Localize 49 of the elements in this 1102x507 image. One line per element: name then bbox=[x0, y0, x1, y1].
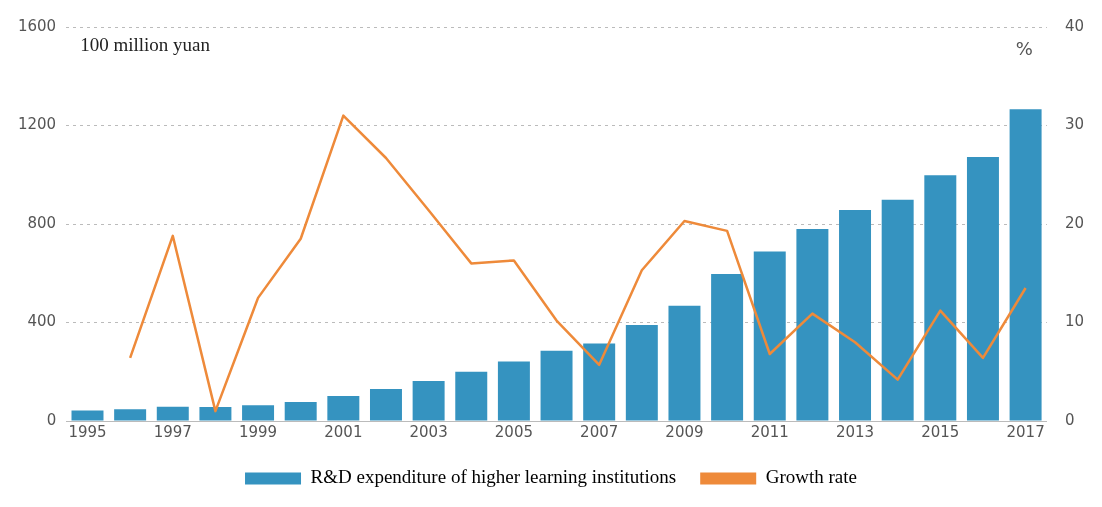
bar bbox=[839, 209, 872, 421]
x-tick-label: 1999 bbox=[238, 422, 278, 441]
x-tick-label: 2005 bbox=[494, 422, 533, 441]
y2-axis-title: % bbox=[1015, 37, 1033, 59]
bar bbox=[284, 402, 317, 421]
x-tick-label: 2013 bbox=[835, 422, 875, 441]
y-tick-label: 1200 bbox=[17, 115, 57, 134]
bar bbox=[369, 388, 402, 421]
y-tick-label: 1600 bbox=[17, 16, 57, 35]
x-tick-label: 2009 bbox=[665, 422, 704, 441]
x-tick-label: 2003 bbox=[409, 422, 448, 441]
x-tick-label: 1997 bbox=[153, 422, 192, 441]
bar bbox=[711, 273, 744, 421]
bar bbox=[327, 395, 360, 421]
y-tick-label: 0 bbox=[46, 410, 57, 429]
bar bbox=[625, 324, 658, 421]
y2-tick-label: 10 bbox=[1064, 312, 1085, 331]
bar bbox=[455, 371, 488, 421]
bar bbox=[966, 157, 999, 421]
bar bbox=[114, 409, 147, 421]
legend-label: R&D expenditure of higher learning institutions bbox=[310, 466, 677, 488]
x-tick-label: 2015 bbox=[921, 422, 960, 441]
y-axis-title: 100 million yuan bbox=[80, 34, 211, 56]
bar bbox=[497, 361, 530, 421]
legend-label: Growth rate bbox=[765, 466, 857, 488]
y2-tick-label: 40 bbox=[1064, 16, 1085, 35]
bar bbox=[242, 405, 275, 421]
bar bbox=[583, 343, 616, 421]
x-tick-label: 2007 bbox=[580, 422, 619, 441]
bar bbox=[668, 305, 701, 421]
bar bbox=[412, 381, 445, 421]
bar bbox=[1009, 109, 1042, 421]
bar bbox=[753, 251, 786, 421]
y-tick-label: 800 bbox=[27, 213, 57, 232]
x-tick-label: 2011 bbox=[750, 422, 789, 441]
y2-tick-label: 20 bbox=[1064, 213, 1085, 232]
bar bbox=[540, 350, 573, 421]
y2-tick-label: 0 bbox=[1064, 410, 1075, 429]
bar bbox=[71, 410, 104, 421]
x-tick-label: 2001 bbox=[324, 422, 363, 441]
y-tick-label: 400 bbox=[27, 312, 57, 331]
x-tick-label: 2017 bbox=[1006, 422, 1045, 441]
bar bbox=[156, 406, 189, 421]
y2-tick-label: 30 bbox=[1064, 115, 1085, 134]
bar bbox=[881, 199, 914, 421]
x-tick-label: 1995 bbox=[68, 422, 107, 441]
bar bbox=[199, 406, 232, 421]
bar bbox=[924, 175, 957, 421]
bar bbox=[796, 228, 829, 421]
